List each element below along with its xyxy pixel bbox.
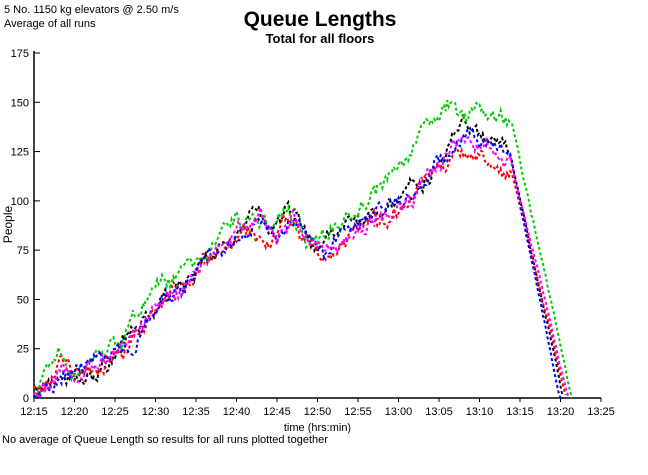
y-tick-label: 50 [17,294,29,306]
chart-header-annotation: 5 No. 1150 kg elevators @ 2.50 m/s Avera… [4,3,179,31]
x-tick-label: 13:00 [385,406,413,418]
series-path-run-3 [34,100,573,399]
x-tick-label: 12:40 [223,406,251,418]
x-tick-label: 13:05 [425,406,453,418]
x-tick-label: 13:10 [466,406,494,418]
y-tick-label: 100 [11,196,29,208]
x-tick-label: 13:20 [547,406,575,418]
x-tick-label: 12:25 [101,406,129,418]
y-tick-label: 175 [11,48,29,60]
x-tick-label: 12:35 [182,406,210,418]
series-path-run-2 [33,146,567,396]
footer-note: No average of Queue Length so results fo… [2,434,328,446]
y-axis-title: People [1,205,15,243]
header-line-average: Average of all runs [4,18,96,30]
x-tick-label: 12:15 [20,406,48,418]
x-tick-label: 12:30 [142,406,170,418]
series-path-run-5 [33,135,570,401]
page-title: Queue Lengths [243,8,397,31]
y-tick-label: 25 [17,344,29,356]
y-tick-label: 0 [23,393,29,405]
page-subtitle: Total for all floors [265,31,375,46]
x-tick-label: 13:25 [587,406,615,418]
y-tick-label: 125 [11,147,29,159]
y-tick-label: 75 [17,245,29,257]
x-tick-label: 12:50 [304,406,332,418]
x-tick-label: 12:45 [263,406,291,418]
header-line-elevators: 5 No. 1150 kg elevators @ 2.50 m/s [4,4,179,16]
series-path-run-4 [33,126,562,399]
x-tick-label: 12:55 [344,406,372,418]
x-tick-label: 12:20 [61,406,89,418]
x-axis-title: time (hrs:min) [284,422,351,434]
title-block: Queue Lengths Total for all floors [0,8,640,47]
y-tick-label: 150 [11,97,29,109]
x-tick-label: 13:15 [506,406,534,418]
